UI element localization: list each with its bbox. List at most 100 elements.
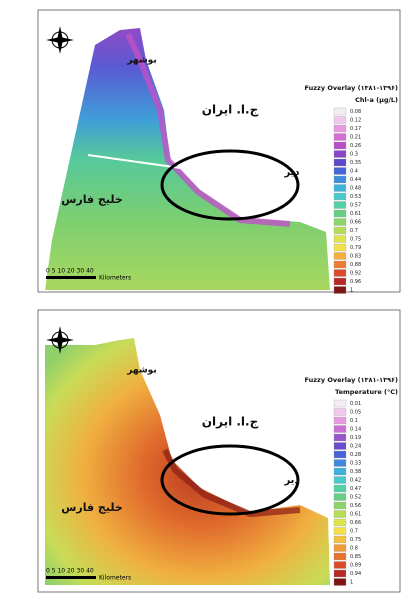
place-label: بوشهر [126, 56, 156, 66]
legend-swatch [334, 528, 346, 535]
legend-label: 0.21 [350, 135, 361, 141]
legend-label: 0.53 [350, 194, 361, 200]
legend-swatch [334, 142, 346, 149]
legend-swatch [334, 570, 346, 577]
legend-label: 0.08 [350, 109, 361, 115]
legend-swatch [334, 202, 346, 209]
legend-label: 0.14 [350, 427, 361, 433]
legend-swatch [334, 511, 346, 518]
legend-swatch [334, 134, 346, 141]
legend-label: 0.01 [350, 401, 361, 407]
legend-swatch [334, 253, 346, 260]
legend-swatch [334, 494, 346, 501]
legend-swatch [334, 227, 346, 234]
legend-swatch [334, 159, 346, 166]
legend-swatch [334, 485, 346, 492]
legend-label: 0.35 [350, 160, 361, 166]
legend-label: 0.17 [350, 126, 361, 132]
scale-unit: Kilometers [99, 575, 131, 582]
legend-label: 0.83 [350, 254, 361, 260]
legend-swatch [334, 434, 346, 441]
legend-swatch [334, 400, 346, 407]
legend-swatch [334, 219, 346, 226]
legend-label: 0.85 [350, 554, 361, 560]
map-panel: بوشهرج.ا. ایرانخلیج فارسدیرFuzzy Overlay… [38, 310, 400, 592]
legend-swatch [334, 409, 346, 416]
legend-swatch [334, 244, 346, 251]
legend-label: 0.1 [350, 418, 358, 424]
legend-label: 0.19 [350, 435, 361, 441]
legend-label: 0.75 [350, 537, 361, 543]
legend-swatch [334, 287, 346, 294]
legend-label: 0.56 [350, 503, 361, 509]
legend-label: 0.61 [350, 512, 361, 518]
legend-swatch [334, 519, 346, 526]
legend-swatch [334, 210, 346, 217]
legend-label: 0.96 [350, 279, 361, 285]
scale-bar [46, 576, 96, 579]
legend-label: 0.88 [350, 262, 361, 268]
legend-title: Fuzzy Overlay (۱۳۸۱-۱۳۹۶) [305, 84, 399, 92]
legend-swatch [334, 185, 346, 192]
place-label: دیر [283, 167, 299, 178]
legend-label: 0.7 [350, 228, 358, 234]
scale-numbers: 0 5 10 20 30 40 [46, 568, 94, 575]
place-label: بوشهر [126, 366, 156, 376]
legend-subtitle: Chl-a (µg/L) [355, 96, 398, 104]
legend-swatch [334, 125, 346, 132]
legend-label: 0.66 [350, 220, 361, 226]
legend-swatch [334, 278, 346, 285]
legend-swatch [334, 468, 346, 475]
legend-swatch [334, 236, 346, 243]
legend-swatch [334, 536, 346, 543]
legend-label: 0.05 [350, 410, 361, 416]
legend-swatch [334, 545, 346, 552]
legend-label: 0.24 [350, 444, 361, 450]
legend-label: 0.79 [350, 245, 361, 251]
legend-swatch [334, 193, 346, 200]
legend-label: 0.94 [350, 571, 361, 577]
legend-label: 0.26 [350, 143, 361, 149]
legend-label: 0.28 [350, 452, 361, 458]
legend-label: 1 [350, 288, 353, 294]
scale-unit: Kilometers [99, 275, 131, 282]
legend-label: 0.8 [350, 546, 358, 552]
legend-swatch [334, 108, 346, 115]
legend-swatch [334, 451, 346, 458]
legend-swatch [334, 261, 346, 268]
legend-label: 0.12 [350, 118, 361, 124]
place-label: خلیج فارس [61, 193, 123, 206]
map-panel: بوشهر ج.ا. ایران خلیج فارس دیر Fuzzy Overlay… [38, 10, 400, 294]
legend-label: 0.33 [350, 461, 361, 467]
scale-numbers: 0 5 10 20 30 40 [46, 268, 94, 275]
place-label: ج.ا. ایران [202, 103, 259, 117]
legend-swatch [334, 460, 346, 467]
place-label: خلیج فارس [61, 501, 123, 514]
legend-label: 0.44 [350, 177, 361, 183]
legend-swatch [334, 270, 346, 277]
legend-label: 0.38 [350, 469, 361, 475]
legend-label: 0.48 [350, 186, 361, 192]
figure: بوشهر ج.ا. ایران خلیج فارس دیر Fuzzy Overlay… [0, 0, 417, 602]
legend-swatch [334, 176, 346, 183]
legend-label: 0.52 [350, 495, 361, 501]
legend-subtitle: Temperature (°C) [335, 388, 398, 396]
legend-swatch [334, 579, 346, 586]
legend-swatch [334, 502, 346, 509]
scale-bar [46, 276, 96, 279]
legend-label: 0.89 [350, 563, 361, 569]
legend-label: 0.66 [350, 520, 361, 526]
legend-label: 0.4 [350, 169, 358, 175]
legend-label: 0.42 [350, 478, 361, 484]
place-label: دیر [283, 475, 299, 486]
legend-label: 0.47 [350, 486, 361, 492]
legend-label: 1 [350, 580, 353, 586]
legend-label: 0.61 [350, 211, 361, 217]
legend-swatch [334, 117, 346, 124]
legend-swatch [334, 168, 346, 175]
legend-swatch [334, 477, 346, 484]
legend-swatch [334, 417, 346, 424]
legend-swatch [334, 553, 346, 560]
legend-label: 0.3 [350, 152, 358, 158]
legend-label: 0.92 [350, 271, 361, 277]
